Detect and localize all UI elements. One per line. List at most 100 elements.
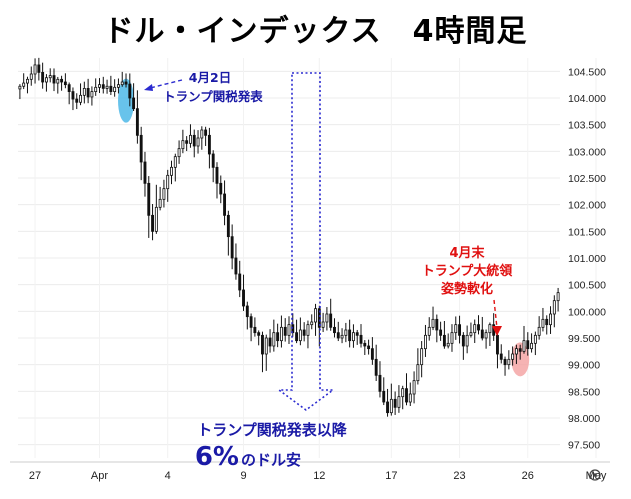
candle-body [401,388,405,398]
candle-body [503,358,507,366]
candle-body [105,85,109,89]
grid [18,58,597,458]
candle-body [374,358,378,376]
x-tick-label: Apr [91,470,108,482]
y-tick-label: 98.500 [568,386,600,398]
y-axis: 104.500 104.000 103.500 103.000 102.500 102.0… [568,66,606,451]
candle-body [245,305,249,318]
candle-body [496,334,499,355]
candle-body [321,321,325,328]
candle-body [518,348,522,352]
x-tick-label: 9 [240,470,246,482]
candle-body [416,364,420,382]
candle-body [185,140,189,144]
candle-body [310,321,314,326]
candle-body [200,129,204,139]
y-tick-label: 99.000 [568,360,600,372]
candle-body [181,140,185,150]
candle-body [314,308,317,323]
candle-body [86,88,90,98]
x-tick-label: 23 [453,470,465,482]
candle-body [480,329,484,339]
candle-body [295,332,299,342]
candle-body [90,91,94,98]
candle-body [533,334,537,344]
candle-body [124,81,128,85]
candle-body [461,334,465,347]
chart-title: ドル・インデックス 4時間足 [103,14,528,49]
x-tick-label: 12 [313,470,325,482]
candle-body [514,348,518,355]
since-tariff-label: トランプ関税発表以降 [197,421,348,439]
settings-icon[interactable] [589,469,601,481]
candle-body [336,332,340,339]
candle-body [317,308,321,328]
candle-body [302,329,306,336]
candle-body [552,300,556,315]
candle-body [340,334,344,339]
candle-body [170,166,173,176]
april-end-line3: 姿勢軟化 [441,281,493,297]
candle-body [120,81,124,86]
candle-body [484,332,488,339]
y-tick-label: 98.000 [568,413,600,425]
y-tick-label: 103.000 [568,146,606,158]
candle-body [101,84,105,89]
y-tick-label: 100.500 [568,280,606,292]
candle-body [268,337,272,347]
candle-body [177,148,181,158]
candle-body [355,332,359,336]
candle-body [541,318,545,328]
candle-body [22,82,26,87]
candle-body [393,398,397,408]
candle-body [465,334,469,347]
april2-date: 4月2日 [189,70,231,85]
candle-body [48,75,52,79]
april2-arrowhead-icon [144,84,153,91]
y-tick-label: 104.500 [568,66,606,78]
candle-body [499,353,503,360]
candle-body [424,334,427,350]
candle-body [60,78,64,83]
candle-body [223,193,227,216]
candle-body [389,398,393,414]
y-tick-label: 99.500 [568,333,600,345]
candle-body [173,156,177,168]
candle-body [511,353,515,360]
candle-body [370,348,374,360]
candle-body [204,129,208,136]
candle-body [298,329,302,342]
candle-body [348,329,352,342]
candle-body [287,324,291,336]
candle-body [431,318,435,328]
candle-body [344,329,348,336]
candle-body [29,73,33,80]
x-tick-label: 27 [29,470,41,482]
candle-body [545,318,549,326]
candle-body [116,84,120,88]
candle-body [113,86,117,93]
y-tick-label: 103.500 [568,120,606,132]
candle-body [382,390,386,403]
candle-body [162,188,166,200]
drop-percent: 6% [195,442,239,472]
candle-body [98,84,101,88]
candles [18,57,560,417]
candle-body [192,134,196,147]
candle-body [128,83,132,99]
x-tick-label: 17 [385,470,397,482]
y-tick-label: 104.000 [568,93,606,105]
candle-body [166,174,170,190]
candle-body [507,358,511,366]
candle-body [408,393,412,403]
candle-body [242,289,245,307]
candle-body [556,292,560,302]
candle-body [386,401,389,414]
candle-body [427,326,431,336]
candle-body [219,182,223,195]
candle-body [75,98,79,103]
candle-body [537,326,541,336]
candle-body [405,388,408,403]
candle-body [132,97,136,110]
candle-body [522,340,526,352]
